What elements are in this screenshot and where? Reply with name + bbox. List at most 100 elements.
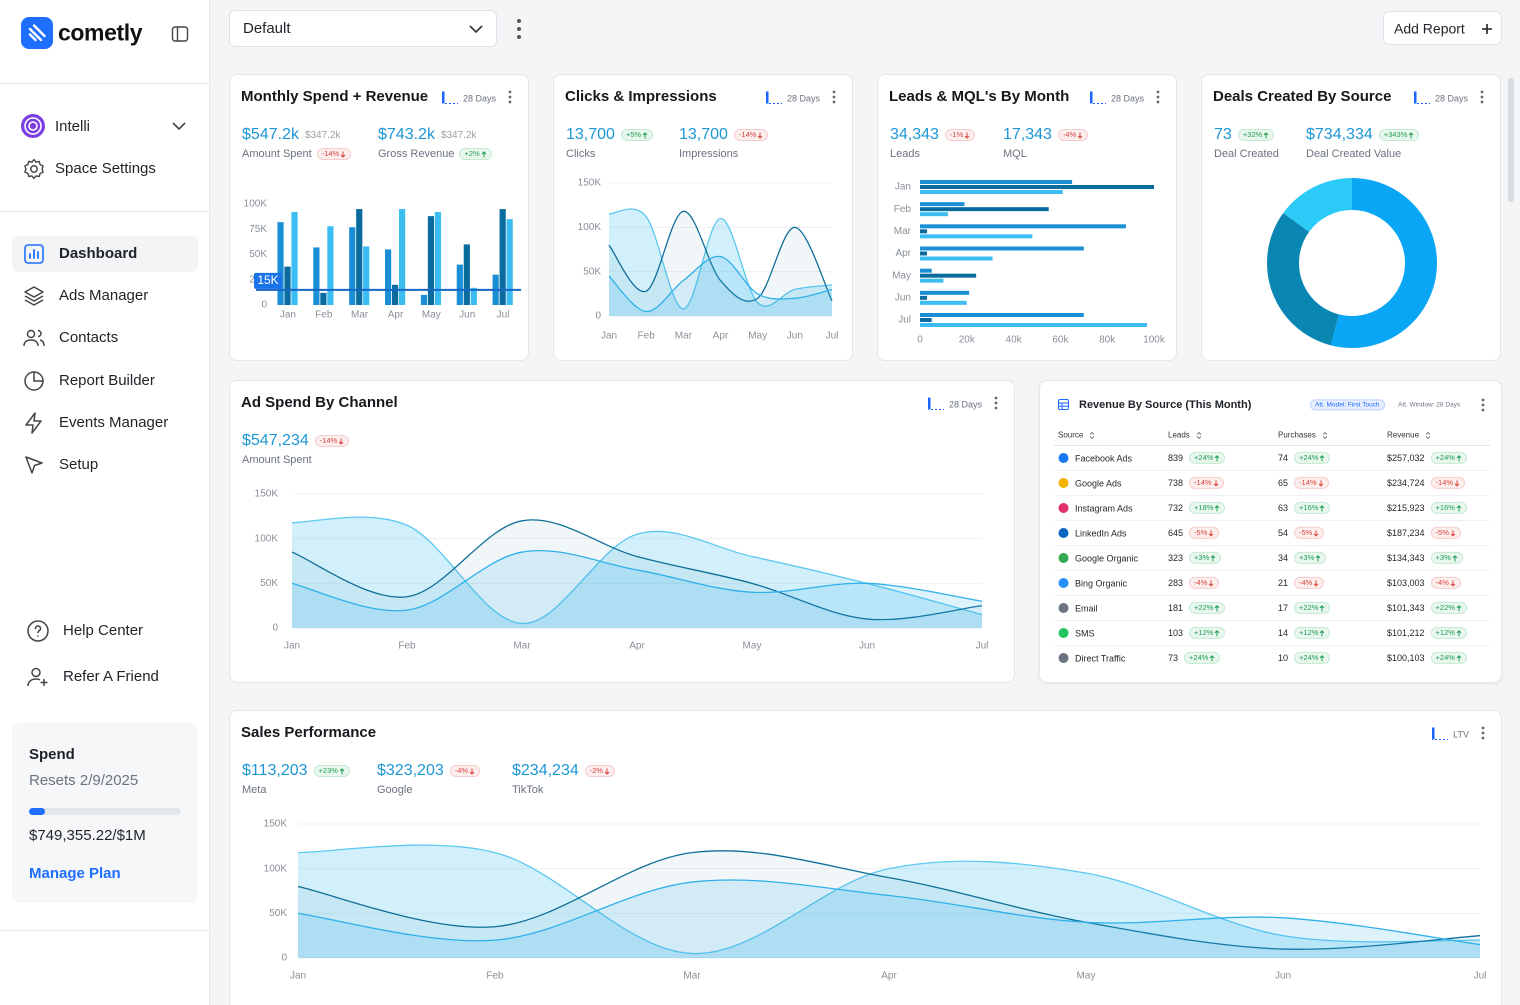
bar: [920, 224, 1126, 229]
change-text: +2%: [464, 148, 480, 158]
widget-menu[interactable]: [508, 90, 512, 104]
widget-menu[interactable]: [1481, 398, 1485, 412]
menu-dot: [1156, 90, 1160, 94]
add-report-button[interactable]: Add Report: [1383, 11, 1502, 45]
stat: $234,234 -2% TikTok: [512, 761, 616, 798]
nav-item[interactable]: Contacts: [59, 329, 119, 347]
change-badge: -14%: [1189, 476, 1224, 490]
source-icon: [1058, 628, 1069, 638]
column-header[interactable]: Source: [1058, 431, 1095, 440]
change-text: +16%: [1435, 502, 1455, 512]
change-badge: +12%: [1294, 626, 1331, 640]
stat-row: 13,700 -14%: [679, 125, 769, 145]
column-header[interactable]: Purchases: [1278, 431, 1328, 440]
stat-label: Gross Revenue: [378, 148, 455, 160]
change-badge: +5%: [620, 128, 654, 142]
manage-plan[interactable]: Manage Plan: [29, 864, 121, 882]
stat-value: $743.2k: [378, 126, 435, 143]
period-icon-bar: [1413, 91, 1417, 104]
menu-dot: [1156, 100, 1160, 104]
nav-icon: [25, 412, 42, 434]
arrow-shape: [1320, 604, 1325, 611]
change-arrow: [338, 438, 344, 445]
stat-label: Clicks: [566, 148, 596, 160]
workspace-chevron[interactable]: [171, 120, 187, 132]
plan-progress-fill: [29, 808, 45, 815]
source-cell: Google Ads: [1058, 478, 1122, 489]
metric-value: 732: [1168, 503, 1184, 513]
change-text: +24%: [1299, 652, 1319, 662]
series-line: [291, 519, 983, 621]
widget-menu[interactable]: [1480, 90, 1484, 104]
change-arrow: [1320, 504, 1325, 511]
arrow-shape: [1215, 454, 1220, 461]
metric-value: 21: [1278, 578, 1289, 588]
nav-item[interactable]: Report Builder: [59, 371, 155, 389]
arrow-shape: [1215, 604, 1220, 611]
metric-cell: 323 +3%: [1168, 551, 1222, 565]
row-rule: [1054, 495, 1490, 496]
y-tick-label: 100K: [264, 863, 288, 874]
toolbar-menu[interactable]: [515, 18, 523, 40]
change-badge: +22%: [1430, 601, 1467, 615]
column-header[interactable]: Revenue: [1387, 431, 1431, 440]
source-icon-shape: [1058, 453, 1069, 463]
bar: [920, 268, 932, 273]
nav-item[interactable]: Dashboard: [59, 244, 138, 262]
widget-menu[interactable]: [1156, 90, 1160, 104]
stat: $743.2k $347.2k Gross Revenue +2%: [378, 125, 492, 162]
menu-dot: [832, 90, 836, 94]
view-select[interactable]: Default: [229, 10, 497, 47]
column-name: Revenue: [1387, 430, 1420, 440]
widget-menu[interactable]: [832, 90, 836, 104]
stat-row: 73 +32%: [1214, 125, 1279, 145]
series-line: [608, 255, 833, 313]
x-tick-label: Feb: [486, 971, 504, 982]
change-arrow: [481, 150, 487, 157]
settings-link[interactable]: Space Settings: [55, 159, 156, 177]
series-area: [298, 845, 1480, 958]
help-item[interactable]: Refer A Friend: [63, 667, 159, 685]
stat: 13,700 -14% Impressions: [679, 125, 769, 162]
column-header[interactable]: Leads: [1168, 431, 1202, 440]
row-rule: [1054, 520, 1490, 521]
sort-icon: [1425, 431, 1431, 439]
change-text: +23%: [318, 765, 338, 775]
change-arrow: [1215, 629, 1220, 636]
widget-title: Deals Created By Source: [1213, 87, 1392, 105]
change-text: -5%: [1194, 527, 1208, 537]
source-cell: Facebook Ads: [1058, 453, 1132, 464]
change-text: +16%: [1299, 502, 1319, 512]
nav-item[interactable]: Events Manager: [59, 413, 169, 431]
period-text: 28 Days: [786, 93, 820, 103]
widget-menu[interactable]: [994, 396, 998, 410]
x-tick-label: 100k: [1143, 335, 1166, 346]
period-icon-bar: [1089, 91, 1093, 104]
change-badge: -4%: [1430, 576, 1461, 590]
widget-menu[interactable]: [1481, 726, 1485, 740]
metric-value: $101,343: [1387, 603, 1425, 613]
change-arrow: [1215, 504, 1220, 511]
attribution-model[interactable]: Att. Model: First Touch: [1310, 399, 1385, 411]
collapse-toggle[interactable]: [171, 25, 189, 43]
reference-label: 15K: [257, 273, 278, 287]
chart: 0 50K 100K 150K Jan Feb Mar Apr May Jun Jul: [264, 819, 1487, 982]
metric-cell: 14 +12%: [1278, 626, 1331, 640]
change-arrow: [758, 132, 763, 139]
nav-item[interactable]: Ads Manager: [59, 286, 149, 304]
header-rule: [1054, 445, 1490, 446]
arrow-shape: [1210, 654, 1215, 661]
stat-label-row: Gross Revenue +2%: [378, 146, 492, 162]
help-item[interactable]: Help Center: [63, 621, 144, 639]
workspace-name[interactable]: Intelli: [55, 117, 91, 135]
stat: 34,343 -1% Leads: [890, 125, 976, 162]
nav-item[interactable]: Setup: [59, 455, 99, 473]
change-arrow: [1213, 480, 1218, 487]
menu-dot: [508, 100, 512, 104]
bar: [920, 234, 1033, 239]
stat-row: $547,234 -14%: [242, 431, 350, 451]
change-text: +3%: [1194, 552, 1210, 562]
stat-label-row: Deal Created: [1214, 146, 1279, 162]
stat-label: Google: [377, 784, 413, 796]
y-tick-label: 50K: [249, 249, 267, 260]
